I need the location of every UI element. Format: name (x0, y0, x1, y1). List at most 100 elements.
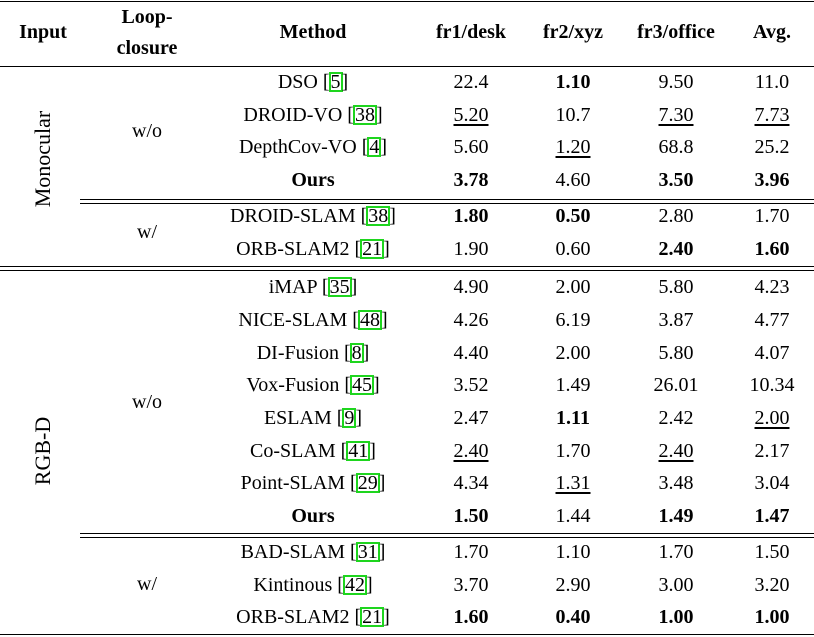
bottom-rule (0, 634, 814, 635)
citation-bracket: ] (375, 104, 383, 126)
citation-link[interactable]: 29 (355, 472, 380, 494)
value-cell: 2.00 (754, 407, 790, 429)
value-cell: 1.70 (555, 440, 591, 462)
loop-label-rgbd-w: w/ (137, 573, 157, 595)
value-cell: 1.70 (658, 541, 694, 563)
citation-bracket: ] (389, 205, 396, 227)
value-cell: 2.00 (555, 342, 591, 364)
value-cell: 4.90 (453, 276, 489, 298)
citation-link[interactable]: 38 (366, 205, 391, 227)
value-cell: 68.8 (658, 136, 694, 158)
citation-link[interactable]: 42 (342, 574, 367, 596)
method-name: Kintinous [ (253, 574, 344, 596)
citation-bracket: ] (383, 238, 390, 260)
loop-label-rgbd-wo: w/o (132, 391, 162, 413)
citation-link[interactable]: 45 (349, 374, 374, 396)
value-cell: 1.10 (555, 71, 591, 93)
citation-link[interactable]: 31 (355, 541, 380, 563)
header-loop-line2: closure (116, 37, 178, 59)
method-cell: ORB-SLAM2 [21] (210, 238, 416, 260)
value-cell: 1.00 (754, 606, 790, 628)
value-cell: 3.52 (453, 374, 489, 396)
method-name: Point-SLAM [ (240, 472, 357, 494)
value-cell: 2.42 (658, 407, 694, 429)
method-cell: DSO [5] (210, 71, 416, 93)
method-cell: DI-Fusion [8] (210, 342, 416, 364)
citation-bracket: ] (372, 374, 380, 396)
method-cell: Ours (210, 169, 416, 191)
value-cell: 1.11 (556, 407, 590, 429)
value-cell: 1.44 (555, 505, 591, 527)
citation-link[interactable]: 9 (342, 407, 357, 429)
value-cell: 1.10 (555, 541, 591, 563)
value-cell: 4.77 (754, 309, 790, 331)
citation-link[interactable]: 4 (367, 136, 382, 158)
value-cell: 2.47 (453, 407, 489, 429)
method-cell: NICE-SLAM [48] (210, 309, 416, 331)
value-cell: 0.40 (555, 606, 591, 628)
citation-link[interactable]: 8 (349, 342, 364, 364)
value-cell: 1.70 (754, 205, 790, 227)
value-cell: 5.80 (658, 276, 694, 298)
citation-link[interactable]: 41 (346, 440, 371, 462)
value-cell: 11.0 (754, 71, 790, 93)
method-cell: iMAP [35] (210, 276, 416, 298)
method-name: ORB-SLAM2 [ (236, 238, 362, 260)
value-cell: 2.90 (555, 574, 591, 596)
value-cell: 2.17 (754, 440, 790, 462)
citation-link[interactable]: 38 (352, 104, 377, 126)
value-cell: 6.19 (555, 309, 591, 331)
value-cell: 26.01 (653, 374, 699, 396)
citation-link[interactable]: 48 (357, 309, 382, 331)
method-name: Ours (291, 169, 335, 191)
value-cell: 3.96 (754, 169, 790, 191)
value-cell: 3.50 (658, 169, 694, 191)
citation-bracket: ] (355, 407, 363, 429)
method-name: Ours (291, 505, 335, 527)
method-cell: Point-SLAM [29] (210, 472, 416, 494)
value-cell: 0.50 (555, 205, 591, 227)
value-cell: 2.40 (453, 440, 489, 462)
header-input: Input (19, 21, 67, 43)
value-cell: 7.73 (754, 104, 790, 126)
citation-bracket: ] (378, 472, 386, 494)
value-cell: 1.50 (754, 541, 790, 563)
citation-bracket: ] (378, 541, 386, 563)
citation-link[interactable]: 35 (327, 276, 352, 298)
value-cell: 3.87 (658, 309, 694, 331)
value-cell: 2.80 (658, 205, 694, 227)
value-cell: 1.20 (555, 136, 591, 158)
value-cell: 10.7 (555, 104, 591, 126)
method-cell: Kintinous [42] (210, 574, 416, 596)
value-cell: 25.2 (754, 136, 790, 158)
header-fr3: fr3/office (637, 21, 715, 43)
group-split-rule (0, 266, 814, 267)
citation-bracket: ] (365, 574, 373, 596)
header-fr2: fr2/xyz (543, 21, 603, 43)
method-name: DROID-VO [ (243, 104, 354, 126)
value-cell: 1.80 (453, 205, 489, 227)
method-name: ESLAM [ (263, 407, 344, 429)
citation-link[interactable]: 21 (360, 238, 385, 260)
method-name: NICE-SLAM [ (238, 309, 359, 331)
group-label-rgbd: RGB-D (30, 416, 55, 486)
value-cell: 1.70 (453, 541, 489, 563)
method-cell: DepthCov-VO [4] (210, 136, 416, 158)
method-cell: ESLAM [9] (210, 407, 416, 429)
header-fr1: fr1/desk (436, 21, 506, 43)
loop-label-mono-w: w/ (137, 221, 157, 243)
citation-bracket: ] (380, 136, 388, 158)
citation-bracket: ] (383, 606, 390, 628)
citation-link[interactable]: 5 (328, 71, 343, 93)
method-name: DI-Fusion [ (256, 342, 351, 364)
header-method: Method (279, 21, 347, 43)
value-cell: 1.31 (555, 472, 591, 494)
method-name: BAD-SLAM [ (240, 541, 357, 563)
rgbd-split-rule-2 (80, 537, 814, 538)
citation-link[interactable]: 21 (360, 606, 385, 628)
citation-bracket: ] (350, 276, 358, 298)
value-cell: 0.60 (555, 238, 591, 260)
citation-bracket: ] (362, 342, 370, 364)
citation-bracket: ] (341, 71, 349, 93)
